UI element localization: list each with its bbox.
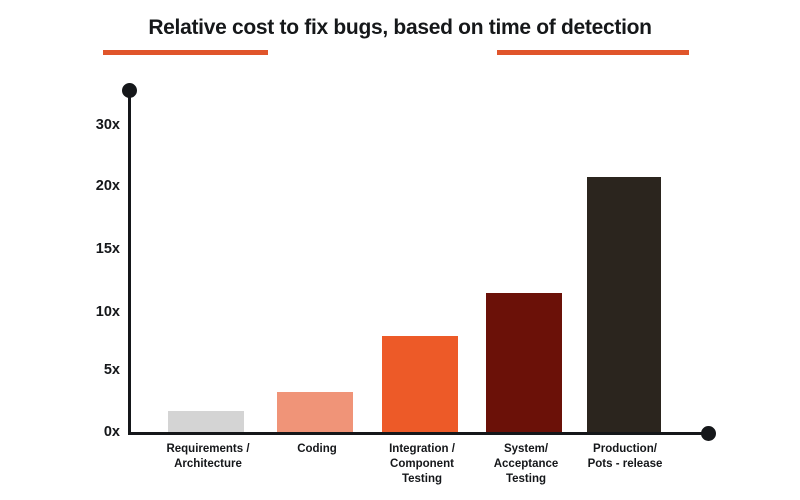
x-category-label: Integration / Component Testing <box>367 442 477 487</box>
y-tick-label: 20x <box>95 178 120 194</box>
x-category-label-line: Coding <box>297 443 337 455</box>
x-axis-endpoint-dot <box>701 426 716 441</box>
x-axis-line <box>128 432 708 435</box>
y-axis-line <box>128 90 131 435</box>
title-underline-right <box>497 50 689 55</box>
x-category-label-line: Architecture <box>174 458 242 470</box>
x-category-label: Coding <box>262 442 372 457</box>
x-category-label-line: Requirements / <box>166 443 250 455</box>
bar <box>486 293 562 432</box>
x-category-label-line: Testing <box>401 473 443 485</box>
x-category-label-line: Component <box>390 458 454 470</box>
x-category-label-line: Pots - release <box>587 458 663 470</box>
x-category-label: Production/Pots - release <box>569 442 681 472</box>
x-category-label-line: System/ <box>503 443 549 455</box>
bar <box>587 177 661 432</box>
bar <box>382 336 458 432</box>
y-axis-endpoint-dot <box>122 83 137 98</box>
title-underline-left <box>103 50 268 55</box>
x-category-label: System/Acceptance Testing <box>471 442 581 487</box>
bar <box>277 392 353 432</box>
y-axis-tick-labels: 30x 20x 15x 10x 5x 0x <box>68 0 120 500</box>
x-category-label-line: Testing <box>505 473 547 485</box>
y-tick-label: 15x <box>95 241 120 257</box>
x-axis-category-labels: Requirements / Architecture Coding Integrat… <box>131 442 711 500</box>
y-tick-label: 5x <box>103 362 120 378</box>
x-category-label: Requirements / Architecture <box>153 442 263 472</box>
y-tick-label: 30x <box>95 117 120 133</box>
y-tick-label: 0x <box>103 424 120 440</box>
bar <box>168 411 244 432</box>
y-tick-label: 10x <box>95 304 120 320</box>
x-category-label-line: Acceptance <box>493 458 559 470</box>
chart-title: Relative cost to fix bugs, based on time… <box>148 16 652 39</box>
x-category-label-line: Integration / <box>389 443 455 455</box>
plot-area <box>131 90 708 432</box>
x-category-label-line: Production/ <box>593 443 657 455</box>
